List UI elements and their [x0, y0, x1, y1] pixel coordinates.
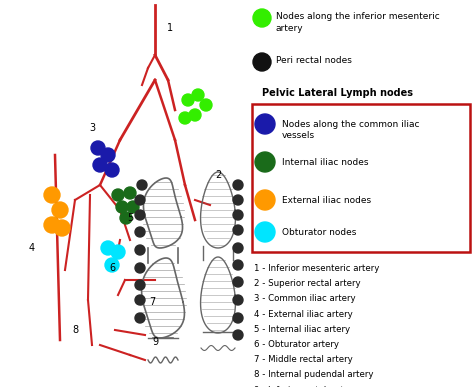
Circle shape — [233, 225, 243, 235]
Circle shape — [135, 313, 145, 323]
Circle shape — [127, 201, 139, 213]
Text: 2 - Superior rectal artery: 2 - Superior rectal artery — [254, 279, 361, 288]
Circle shape — [233, 180, 243, 190]
Circle shape — [135, 280, 145, 290]
Text: 3 - Common iliac artery: 3 - Common iliac artery — [254, 295, 356, 303]
Text: Internal iliac nodes: Internal iliac nodes — [282, 158, 368, 167]
Circle shape — [200, 99, 212, 111]
Text: Peri rectal nodes: Peri rectal nodes — [276, 56, 352, 65]
Text: 1: 1 — [167, 23, 173, 33]
Circle shape — [105, 163, 119, 177]
Circle shape — [255, 114, 275, 134]
Text: 2: 2 — [215, 170, 221, 180]
Circle shape — [124, 187, 136, 199]
Circle shape — [233, 243, 243, 253]
Text: 3: 3 — [89, 123, 95, 133]
Circle shape — [135, 295, 145, 305]
Text: 7 - Middle rectal artery: 7 - Middle rectal artery — [254, 355, 353, 364]
Circle shape — [120, 212, 132, 224]
Circle shape — [255, 190, 275, 210]
Circle shape — [233, 195, 243, 205]
Circle shape — [179, 112, 191, 124]
Circle shape — [192, 89, 204, 101]
Text: 6: 6 — [109, 263, 115, 273]
Circle shape — [233, 210, 243, 220]
Circle shape — [44, 187, 60, 203]
Circle shape — [233, 260, 243, 270]
Circle shape — [135, 227, 145, 237]
Circle shape — [135, 195, 145, 205]
Text: 9: 9 — [152, 337, 158, 347]
Bar — [252, 104, 470, 252]
Text: 7: 7 — [149, 297, 155, 307]
Circle shape — [93, 158, 107, 172]
Text: 4: 4 — [29, 243, 35, 253]
Circle shape — [233, 330, 243, 340]
Circle shape — [135, 245, 145, 255]
Circle shape — [255, 222, 275, 242]
Circle shape — [111, 245, 125, 259]
Circle shape — [255, 152, 275, 172]
Circle shape — [233, 313, 243, 323]
Text: Obturator nodes: Obturator nodes — [282, 228, 356, 237]
Circle shape — [54, 220, 70, 236]
Text: 6 - Obturator artery: 6 - Obturator artery — [254, 340, 339, 349]
Text: 8: 8 — [72, 325, 78, 335]
Circle shape — [135, 263, 145, 273]
Circle shape — [91, 141, 105, 155]
Circle shape — [112, 189, 124, 201]
Circle shape — [52, 202, 68, 218]
Circle shape — [116, 201, 128, 213]
Circle shape — [44, 217, 60, 233]
Text: 9 - Inferior rectal  artery: 9 - Inferior rectal artery — [254, 385, 358, 387]
Circle shape — [189, 109, 201, 121]
Circle shape — [253, 9, 271, 27]
Circle shape — [137, 180, 147, 190]
Text: 8 - Internal pudendal artery: 8 - Internal pudendal artery — [254, 370, 374, 379]
Circle shape — [253, 53, 271, 71]
Circle shape — [105, 258, 119, 272]
Circle shape — [135, 210, 145, 220]
Text: Pelvic Lateral Lymph nodes: Pelvic Lateral Lymph nodes — [262, 88, 413, 98]
Text: 1 - Inferior mesenteric artery: 1 - Inferior mesenteric artery — [254, 264, 379, 273]
Circle shape — [233, 295, 243, 305]
Text: 4 - External iliac artery: 4 - External iliac artery — [254, 310, 353, 319]
Circle shape — [101, 148, 115, 162]
Text: 5 - Internal iliac artery: 5 - Internal iliac artery — [254, 325, 350, 334]
Circle shape — [233, 277, 243, 287]
Text: Nodes along the common iliac
vessels: Nodes along the common iliac vessels — [282, 120, 419, 140]
Circle shape — [182, 94, 194, 106]
Text: External iliac nodes: External iliac nodes — [282, 196, 371, 205]
Text: Nodes along the inferior mesenteric
artery: Nodes along the inferior mesenteric arte… — [276, 12, 440, 33]
Circle shape — [101, 241, 115, 255]
Text: 5: 5 — [127, 213, 133, 223]
